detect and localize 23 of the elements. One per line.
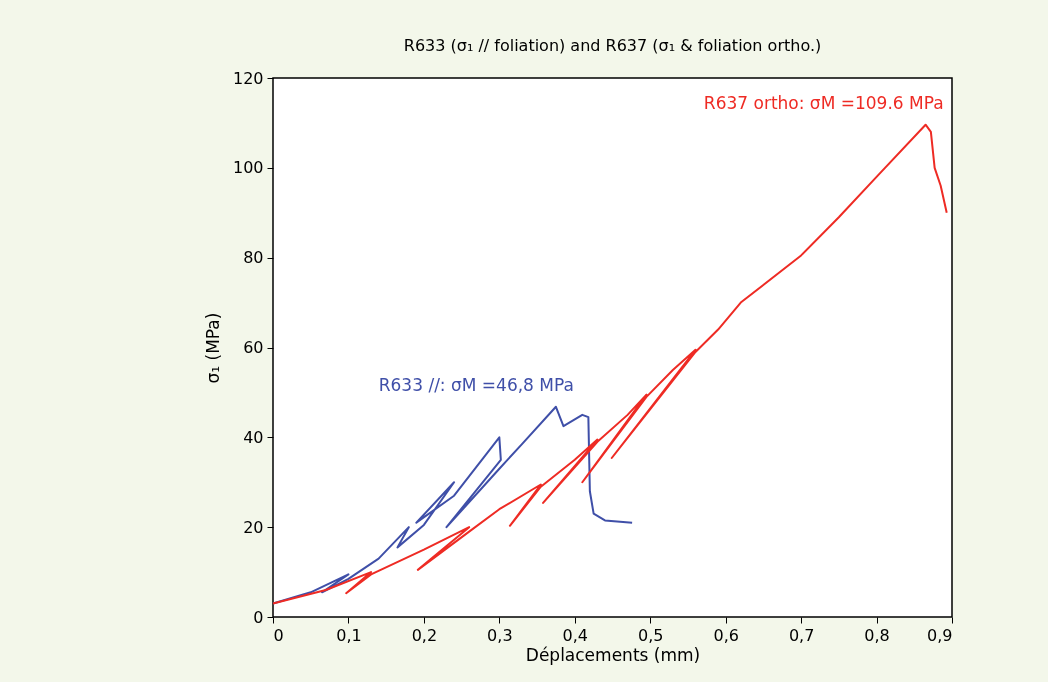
- x-tick-label: 0,9: [927, 625, 953, 645]
- y-tick-label: 20: [243, 517, 264, 537]
- y-tick-label: 80: [243, 248, 264, 268]
- y-tick-label: 0: [253, 607, 264, 627]
- y-tick-label: 100: [232, 158, 264, 178]
- x-tick-label: 0,8: [864, 625, 890, 645]
- x-tick-label: 0,2: [411, 625, 438, 645]
- y-tick-label: 60: [243, 338, 264, 357]
- line-series: [272, 123, 948, 605]
- x-axis-title: Déplacements (mm): [525, 644, 701, 665]
- x-tick-label: 0,3: [487, 625, 513, 645]
- x-tick-label: 0,1: [336, 625, 362, 645]
- x-tick-label: 0: [273, 625, 284, 645]
- series-label: R633 //: σM =46,8 MPa: [378, 374, 574, 395]
- x-tick-label: 0,6: [713, 625, 739, 645]
- x-tick-label: 0,7: [788, 625, 815, 645]
- y-tick-label: 120: [232, 68, 264, 88]
- x-tick-label: 0,4: [562, 625, 588, 645]
- series-label: R637 ortho: σM =109.6 MPa: [703, 92, 944, 113]
- chart-title: R633 (σ₁ // foliation) and R637 (σ₁ & foliation ortho.): [403, 36, 822, 55]
- x-tick-label: 0,5: [638, 625, 664, 645]
- y-axis-title: σ₁ (MPa): [202, 312, 223, 384]
- y-tick-label: 40: [243, 427, 264, 447]
